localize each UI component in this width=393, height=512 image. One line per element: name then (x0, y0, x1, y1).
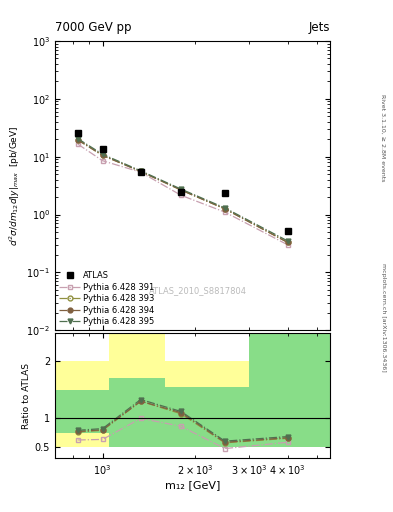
X-axis label: m₁₂ [GeV]: m₁₂ [GeV] (165, 480, 220, 489)
Text: 7000 GeV pp: 7000 GeV pp (55, 20, 132, 34)
Y-axis label: $d^2\sigma/dm_{12}d|y|_{max}$  [pb/GeV]: $d^2\sigma/dm_{12}d|y|_{max}$ [pb/GeV] (8, 125, 22, 246)
Text: Jets: Jets (309, 20, 330, 34)
Legend: ATLAS, Pythia 6.428 391, Pythia 6.428 393, Pythia 6.428 394, Pythia 6.428 395: ATLAS, Pythia 6.428 391, Pythia 6.428 39… (59, 271, 155, 326)
Text: Rivet 3.1.10, ≥ 2.8M events: Rivet 3.1.10, ≥ 2.8M events (381, 95, 386, 182)
Y-axis label: Ratio to ATLAS: Ratio to ATLAS (22, 362, 31, 429)
Text: mcplots.cern.ch [arXiv:1306.3436]: mcplots.cern.ch [arXiv:1306.3436] (381, 263, 386, 372)
Text: ATLAS_2010_S8817804: ATLAS_2010_S8817804 (149, 287, 247, 295)
